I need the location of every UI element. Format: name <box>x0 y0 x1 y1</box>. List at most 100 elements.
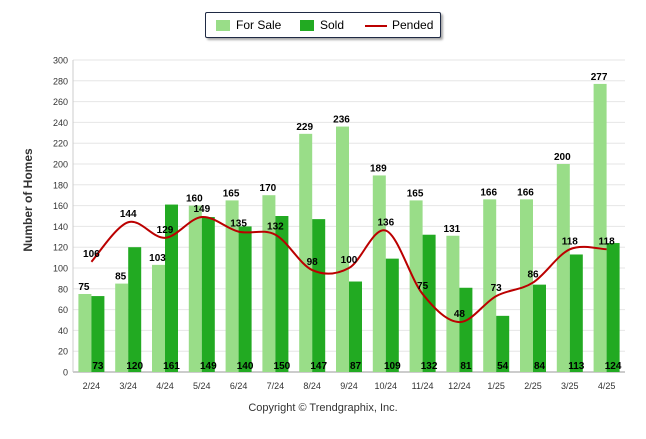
bar-for-sale <box>556 164 570 372</box>
data-label-pended: 129 <box>157 225 174 236</box>
bar-sold <box>165 204 178 372</box>
y-tick-label: 240 <box>53 118 68 128</box>
data-label-pended: 132 <box>267 222 284 233</box>
y-tick-label: 40 <box>58 326 68 336</box>
data-label-pended: 149 <box>193 204 210 215</box>
legend-label-for-sale: For Sale <box>236 18 282 32</box>
y-tick-label: 140 <box>53 222 68 232</box>
data-label-for-sale: 75 <box>78 282 90 293</box>
bar-sold <box>606 243 620 372</box>
data-label-pended: 86 <box>527 270 539 281</box>
bar-for-sale <box>446 235 460 372</box>
y-tick-label: 120 <box>53 243 68 253</box>
y-tick-label: 60 <box>58 305 68 315</box>
y-tick-label: 280 <box>53 76 68 86</box>
data-label-sold: 120 <box>126 361 143 372</box>
bar-sold <box>496 315 510 372</box>
data-label-sold: 109 <box>384 361 401 372</box>
bar-sold <box>385 258 399 372</box>
data-label-pended: 100 <box>341 255 358 266</box>
data-label-pended: 98 <box>307 257 319 268</box>
data-label-for-sale: 85 <box>115 272 127 283</box>
y-tick-label: 80 <box>58 284 68 294</box>
x-tick-label: 7/24 <box>267 381 285 391</box>
data-label-for-sale: 200 <box>554 152 571 163</box>
data-label-sold: 54 <box>497 361 509 372</box>
x-tick-label: 6/24 <box>230 381 248 391</box>
x-tick-label: 3/25 <box>561 381 579 391</box>
data-label-for-sale: 103 <box>149 253 166 264</box>
data-label-sold: 81 <box>460 361 472 372</box>
data-label-sold: 140 <box>237 361 254 372</box>
bar-for-sale <box>78 294 92 372</box>
x-tick-label: 11/24 <box>412 381 434 391</box>
data-label-for-sale: 166 <box>480 187 497 198</box>
data-label-for-sale: 277 <box>591 72 608 83</box>
x-tick-label: 9/24 <box>340 381 358 391</box>
bar-for-sale <box>188 205 202 372</box>
data-label-for-sale: 160 <box>186 194 203 205</box>
bar-for-sale <box>409 200 423 372</box>
bar-for-sale <box>225 200 239 372</box>
data-label-pended: 118 <box>599 236 616 247</box>
data-label-for-sale: 131 <box>444 224 461 235</box>
bar-sold <box>349 281 362 372</box>
y-tick-label: 20 <box>58 347 68 357</box>
x-tick-label: 2/25 <box>524 381 542 391</box>
y-tick-label: 180 <box>53 180 68 190</box>
data-label-sold: 113 <box>568 361 585 372</box>
data-label-sold: 73 <box>92 361 104 372</box>
data-label-pended: 135 <box>230 219 247 230</box>
data-label-sold: 147 <box>310 361 327 372</box>
bar-sold <box>201 217 215 372</box>
legend-label-pended: Pended <box>392 18 434 32</box>
data-label-for-sale: 189 <box>370 163 387 174</box>
x-tick-label: 10/24 <box>375 381 398 391</box>
y-tick-label: 260 <box>53 97 68 107</box>
data-label-for-sale: 165 <box>223 188 240 199</box>
bar-for-sale <box>336 126 349 372</box>
line-pended <box>90 216 607 324</box>
x-tick-label: 4/24 <box>156 381 174 391</box>
bar-sold <box>569 254 583 372</box>
data-label-sold: 84 <box>534 361 546 372</box>
x-tick-label: 4/25 <box>598 381 616 391</box>
bar-for-sale <box>299 133 313 372</box>
y-axis-title-text: Number of Homes <box>21 148 35 252</box>
bar-sold <box>238 226 252 372</box>
bar-for-sale <box>262 195 276 372</box>
y-axis-title: Number of Homes <box>8 100 48 300</box>
bar-for-sale <box>115 283 129 372</box>
data-label-sold: 150 <box>274 361 291 372</box>
bar-for-sale <box>593 83 607 373</box>
data-label-sold: 124 <box>605 361 622 372</box>
data-label-for-sale: 236 <box>333 115 350 126</box>
legend: For Sale Sold Pended <box>205 12 441 38</box>
legend-label-sold: Sold <box>320 18 345 32</box>
y-tick-label: 220 <box>53 139 68 149</box>
data-label-pended: 73 <box>491 283 503 294</box>
data-label-sold: 132 <box>421 361 438 372</box>
legend-swatch-for-sale <box>216 20 230 31</box>
y-tick-label: 160 <box>53 201 68 211</box>
bar-sold <box>312 219 326 372</box>
bar-sold <box>128 247 142 372</box>
bar-sold <box>533 284 546 372</box>
bar-for-sale <box>483 199 497 372</box>
x-tick-label: 5/24 <box>193 381 211 391</box>
bar-for-sale <box>152 264 165 372</box>
bar-sold <box>422 234 436 372</box>
data-label-sold: 149 <box>200 361 217 372</box>
legend-swatch-sold <box>300 20 314 31</box>
data-label-pended: 48 <box>454 309 466 320</box>
y-tick-label: 0 <box>63 368 68 378</box>
bar-sold <box>459 287 473 372</box>
data-label-for-sale: 166 <box>517 187 534 198</box>
data-label-for-sale: 229 <box>296 122 313 133</box>
data-label-pended: 106 <box>83 249 100 260</box>
y-tick-label: 100 <box>53 264 68 274</box>
bar-for-sale <box>372 175 386 372</box>
y-tick-label: 300 <box>53 56 68 66</box>
